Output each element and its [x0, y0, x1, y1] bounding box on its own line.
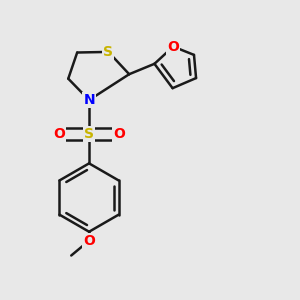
Text: O: O — [83, 234, 95, 248]
Text: O: O — [113, 127, 125, 141]
Text: O: O — [53, 127, 65, 141]
Text: S: S — [103, 45, 113, 59]
Text: N: N — [83, 93, 95, 107]
Text: S: S — [84, 127, 94, 141]
Text: O: O — [167, 40, 179, 54]
